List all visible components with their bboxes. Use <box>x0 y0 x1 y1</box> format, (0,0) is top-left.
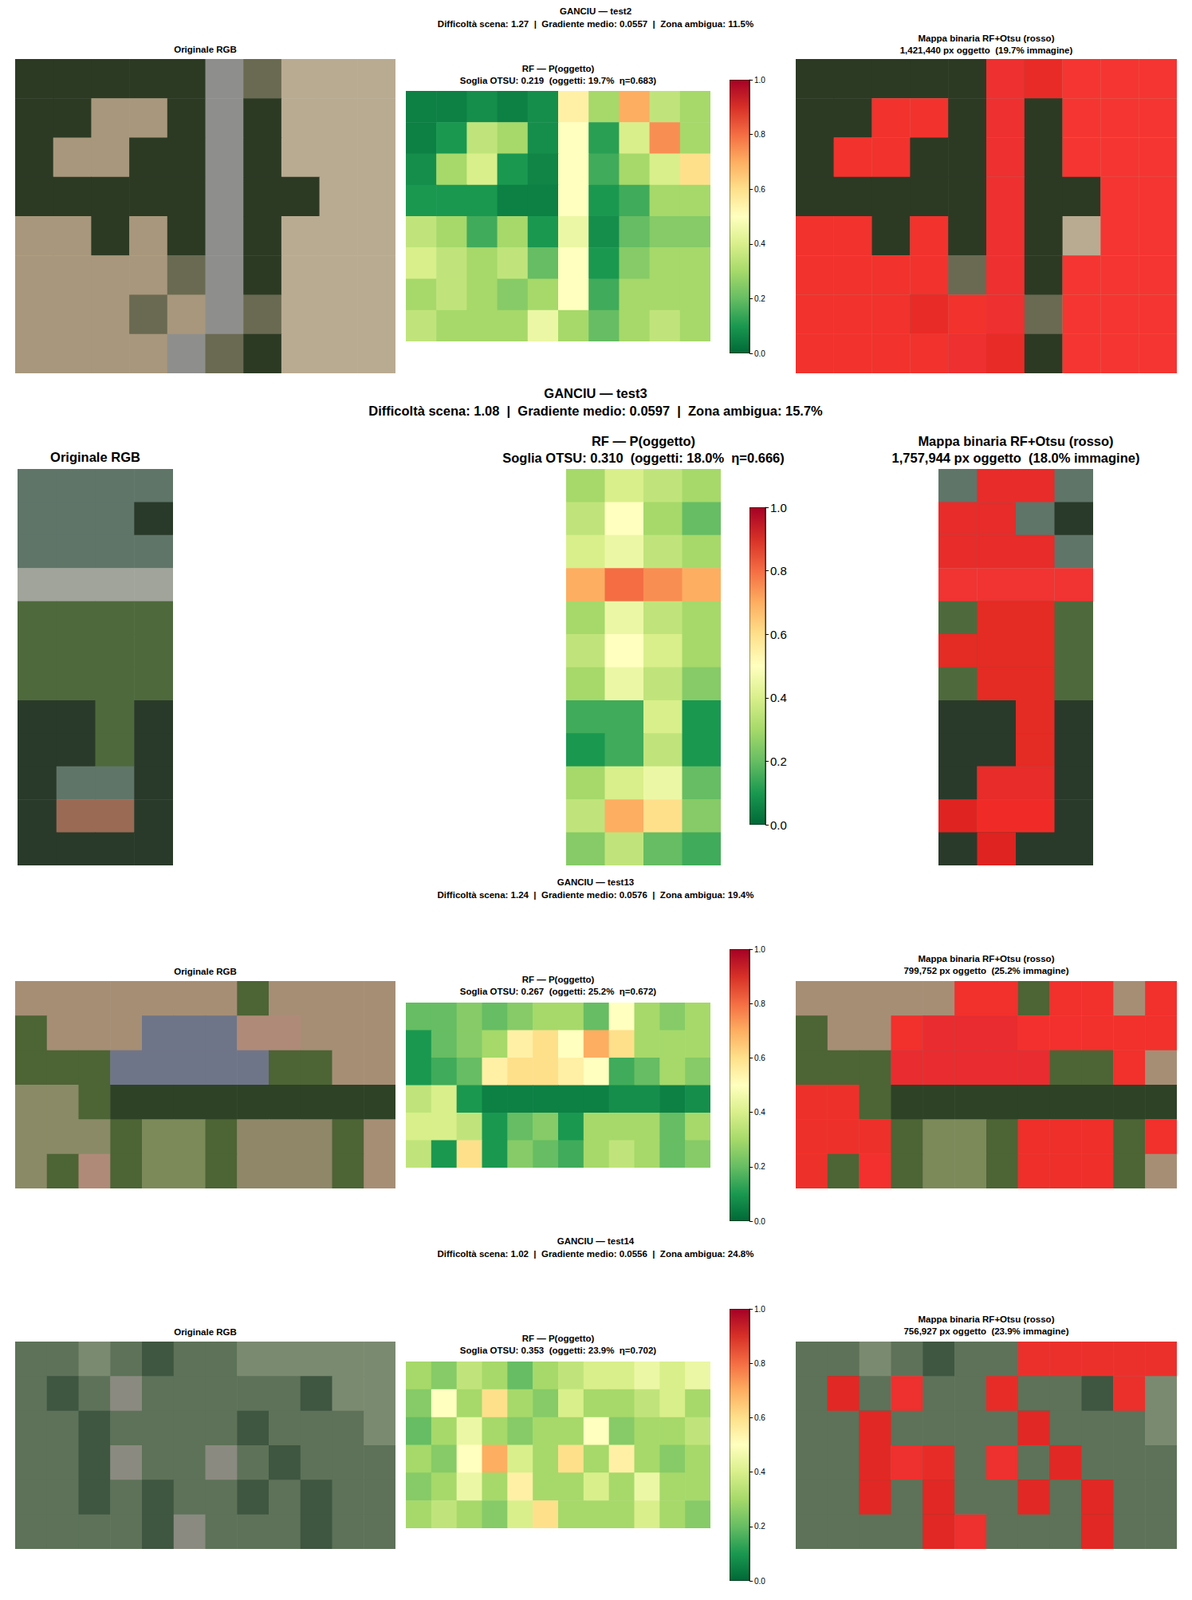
svg-text:0.0: 0.0 <box>770 818 787 832</box>
svg-text:0.6: 0.6 <box>754 184 766 194</box>
svg-text:1.0: 1.0 <box>754 944 766 954</box>
svg-text:0.2: 0.2 <box>754 1161 766 1171</box>
svg-text:0.8: 0.8 <box>754 129 766 139</box>
svg-text:Originale RGB: Originale RGB <box>50 449 141 465</box>
svg-text:Difficoltà scena: 1.24 | Gra: Difficoltà scena: 1.24 | Gradiente medio… <box>437 889 755 900</box>
svg-text:0.6: 0.6 <box>754 1053 766 1063</box>
svg-text:0.0: 0.0 <box>754 349 766 358</box>
svg-text:1,421,440 px oggetto (19.7% i: 1,421,440 px oggetto (19.7% immagine) <box>900 45 1074 56</box>
svg-text:GANCIU — test13: GANCIU — test13 <box>557 877 635 887</box>
svg-text:Soglia OTSU: 0.353 (oggetti:: Soglia OTSU: 0.353 (oggetti: 23.9% η=0.7… <box>460 1345 657 1355</box>
svg-text:799,752 px oggetto (25.2% imm: 799,752 px oggetto (25.2% immagine) <box>903 965 1069 976</box>
svg-text:0.0: 0.0 <box>754 1216 766 1226</box>
svg-text:0.4: 0.4 <box>754 1107 766 1117</box>
svg-text:0.2: 0.2 <box>770 754 787 768</box>
svg-text:1.0: 1.0 <box>770 500 787 515</box>
svg-text:0.8: 0.8 <box>754 999 766 1008</box>
svg-text:Soglia OTSU: 0.310 (oggetti:: Soglia OTSU: 0.310 (oggetti: 18.0% η=0.6… <box>502 450 784 465</box>
svg-text:0.4: 0.4 <box>754 239 766 248</box>
svg-text:1.0: 1.0 <box>754 1304 766 1314</box>
svg-text:Mappa binaria RF+Otsu (rosso): Mappa binaria RF+Otsu (rosso) <box>917 433 1114 449</box>
svg-text:Mappa binaria RF+Otsu (rosso): Mappa binaria RF+Otsu (rosso) <box>918 953 1055 964</box>
svg-text:0.2: 0.2 <box>754 294 766 303</box>
svg-text:Originale RGB: Originale RGB <box>173 44 237 55</box>
svg-text:1.0: 1.0 <box>754 75 766 85</box>
svg-text:Difficoltà scena: 1.27 | Gra: Difficoltà scena: 1.27 | Gradiente medio… <box>437 19 754 29</box>
svg-text:Difficoltà scena: 1.08 | Gra: Difficoltà scena: 1.08 | Gradiente medio… <box>368 403 823 418</box>
svg-text:Difficoltà scena: 1.02 | Gra: Difficoltà scena: 1.02 | Gradiente medio… <box>437 1248 755 1259</box>
svg-text:0.2: 0.2 <box>754 1521 766 1531</box>
svg-text:756,927 px oggetto (23.9% imm: 756,927 px oggetto (23.9% immagine) <box>903 1325 1069 1336</box>
svg-text:Soglia OTSU: 0.219 (oggetti:: Soglia OTSU: 0.219 (oggetti: 19.7% η=0.6… <box>460 75 657 86</box>
svg-text:Mappa binaria RF+Otsu (rosso): Mappa binaria RF+Otsu (rosso) <box>918 33 1055 44</box>
svg-text:RF — P(oggetto): RF — P(oggetto) <box>522 1333 595 1343</box>
svg-text:Originale RGB: Originale RGB <box>173 1326 237 1337</box>
svg-text:GANCIU — test2: GANCIU — test2 <box>559 6 632 16</box>
svg-text:0.4: 0.4 <box>770 690 787 705</box>
svg-text:0.6: 0.6 <box>754 1412 766 1422</box>
svg-text:0.8: 0.8 <box>770 563 787 578</box>
svg-text:0.6: 0.6 <box>770 627 787 642</box>
svg-text:GANCIU — test3: GANCIU — test3 <box>543 385 647 401</box>
svg-text:0.4: 0.4 <box>754 1467 766 1476</box>
svg-text:Mappa binaria RF+Otsu (rosso): Mappa binaria RF+Otsu (rosso) <box>918 1313 1055 1324</box>
svg-text:0.0: 0.0 <box>754 1576 766 1586</box>
svg-text:RF — P(oggetto): RF — P(oggetto) <box>591 433 696 449</box>
svg-text:1,757,944 px oggetto (18.0% i: 1,757,944 px oggetto (18.0% immagine) <box>892 450 1141 465</box>
svg-text:RF — P(oggetto): RF — P(oggetto) <box>522 974 595 984</box>
svg-text:GANCIU — test14: GANCIU — test14 <box>557 1235 635 1246</box>
svg-text:0.8: 0.8 <box>754 1358 766 1368</box>
svg-text:Soglia OTSU: 0.267 (oggetti:: Soglia OTSU: 0.267 (oggetti: 25.2% η=0.6… <box>460 986 657 996</box>
svg-text:Originale RGB: Originale RGB <box>173 966 237 976</box>
svg-text:RF — P(oggetto): RF — P(oggetto) <box>522 63 595 74</box>
